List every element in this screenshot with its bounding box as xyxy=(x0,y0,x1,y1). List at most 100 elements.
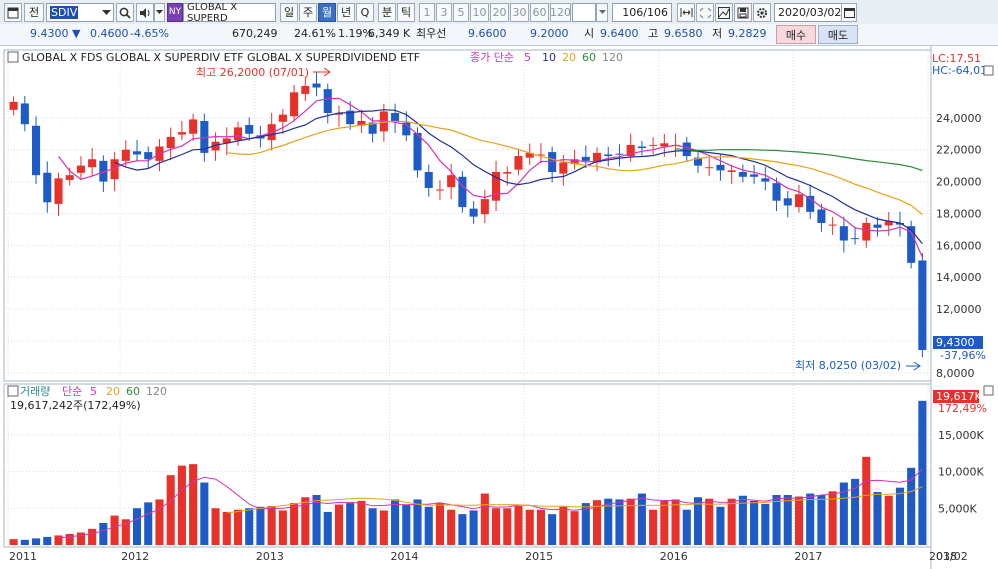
x-tick-label: 2018 xyxy=(929,550,957,563)
interval-20-button[interactable]: 20 xyxy=(490,3,509,22)
candle-body xyxy=(54,178,63,204)
volume-panel[interactable] xyxy=(3,383,932,548)
candle-body xyxy=(435,189,444,191)
candle-body xyxy=(177,132,186,135)
search-icon[interactable] xyxy=(116,3,134,22)
name-field[interactable]: GLOBAL X SUPERD xyxy=(183,2,276,24)
calendar-icon[interactable] xyxy=(841,3,857,22)
volume-bar xyxy=(233,509,243,545)
candle-body xyxy=(413,132,422,171)
ma-legend-label: 종가 단순 xyxy=(470,51,514,64)
candle-body xyxy=(862,223,871,241)
buy-button[interactable]: 매수 xyxy=(776,25,816,44)
chart-settings-icon[interactable] xyxy=(715,3,733,22)
volume-panel-menu-icon[interactable] xyxy=(983,385,994,396)
interval-60-button[interactable]: 60 xyxy=(530,3,549,22)
x-end-label: 03/02 xyxy=(936,550,968,563)
price-panel-menu-icon[interactable] xyxy=(983,65,994,76)
prev-button[interactable]: 전 xyxy=(24,3,44,22)
period-month-button[interactable]: 월 xyxy=(318,3,336,22)
zoom-expand-icon[interactable] xyxy=(696,3,714,22)
unit-minute-button[interactable]: 분 xyxy=(378,3,396,22)
period-quarter-button[interactable]: Q xyxy=(356,3,374,22)
chart-area[interactable]: 24,0000 22,0000 20,0000 18,0000 16,0000 14,00… xyxy=(0,46,998,569)
candle-body xyxy=(402,122,411,136)
speaker-dropdown-icon[interactable] xyxy=(154,3,165,22)
volume-bar xyxy=(368,508,377,545)
volume-bar xyxy=(290,503,299,545)
candle-body xyxy=(189,119,198,134)
volume-bar xyxy=(144,502,153,545)
volume-bar xyxy=(301,497,310,545)
volume-bar xyxy=(245,508,254,545)
candle-body xyxy=(166,136,175,149)
change-arrow-icon: ▼ xyxy=(72,27,81,40)
volume-bar xyxy=(581,503,590,545)
volume-bar xyxy=(155,499,164,545)
candle-body xyxy=(492,172,501,201)
interval-1-button[interactable]: 1 xyxy=(419,3,435,22)
candle-body xyxy=(480,199,489,215)
volume-bar xyxy=(727,498,736,545)
volume-bar xyxy=(828,491,837,545)
volume-legend-toggle-icon[interactable] xyxy=(7,385,19,397)
ma20-line xyxy=(226,120,923,216)
interval-30-button[interactable]: 30 xyxy=(510,3,529,22)
candle-body xyxy=(705,167,714,169)
date-field[interactable]: 2020/03/02 xyxy=(774,3,844,22)
volume-bar xyxy=(682,509,691,545)
window-toggle-icon[interactable] xyxy=(4,3,22,22)
save-icon[interactable] xyxy=(734,3,752,22)
volume-bar xyxy=(211,508,220,545)
interval-custom-input[interactable] xyxy=(572,3,596,22)
speaker-icon[interactable] xyxy=(136,3,154,22)
volume-bar xyxy=(99,522,108,545)
volume-ma5-line xyxy=(58,468,923,539)
period-day-button[interactable]: 일 xyxy=(280,3,298,22)
volume-bar xyxy=(839,482,848,545)
period-week-button[interactable]: 주 xyxy=(299,3,317,22)
candle-body xyxy=(211,141,220,151)
x-axis-labels: 2011201220132014201520162017201820192020… xyxy=(9,550,968,563)
candle-body xyxy=(99,160,108,182)
price-ma-lines xyxy=(58,97,923,258)
interval-3-button[interactable]: 3 xyxy=(436,3,452,22)
volume-bar xyxy=(110,515,119,545)
volume-bar xyxy=(177,465,186,545)
data-count-field[interactable]: 106/106 xyxy=(612,3,672,22)
current-price-badge xyxy=(933,336,983,349)
candle-body xyxy=(379,111,388,132)
price-panel[interactable] xyxy=(3,49,932,382)
candle-body xyxy=(839,226,848,241)
candle-body xyxy=(581,156,590,161)
interval-5-button[interactable]: 5 xyxy=(453,3,469,22)
candle-body xyxy=(357,121,366,126)
volume-bar xyxy=(806,493,815,545)
candle-body xyxy=(503,172,512,174)
volume-bar xyxy=(379,510,388,545)
legend-toggle-icon[interactable] xyxy=(7,51,19,63)
unit-tick-button[interactable]: 틱 xyxy=(397,3,415,22)
interval-120-button[interactable]: 120 xyxy=(550,3,571,22)
sell-button[interactable]: 매도 xyxy=(818,25,858,44)
volume-bar xyxy=(480,493,489,545)
volume-bar xyxy=(649,509,658,545)
volume-ma-label: 단순 xyxy=(62,385,82,398)
candle-body xyxy=(222,138,231,144)
candle-body xyxy=(895,223,904,225)
price-tick-label: 12,0000 xyxy=(936,303,982,316)
low-label: 저 xyxy=(712,27,723,40)
code-input[interactable]: SDIV xyxy=(46,3,114,22)
candle-body xyxy=(649,144,658,146)
candle-body xyxy=(817,209,826,223)
volume-bar xyxy=(391,499,400,545)
candle-body xyxy=(615,153,624,155)
period-year-button[interactable]: 년 xyxy=(337,3,355,22)
zoom-fit-icon[interactable] xyxy=(677,3,695,22)
code-dropdown-icon[interactable] xyxy=(100,4,113,21)
gear-icon[interactable] xyxy=(753,3,771,22)
volume-bar xyxy=(514,506,523,545)
interval-10-button[interactable]: 10 xyxy=(470,3,489,22)
interval-dropdown-icon[interactable] xyxy=(596,3,608,22)
volume-bar xyxy=(626,498,635,545)
